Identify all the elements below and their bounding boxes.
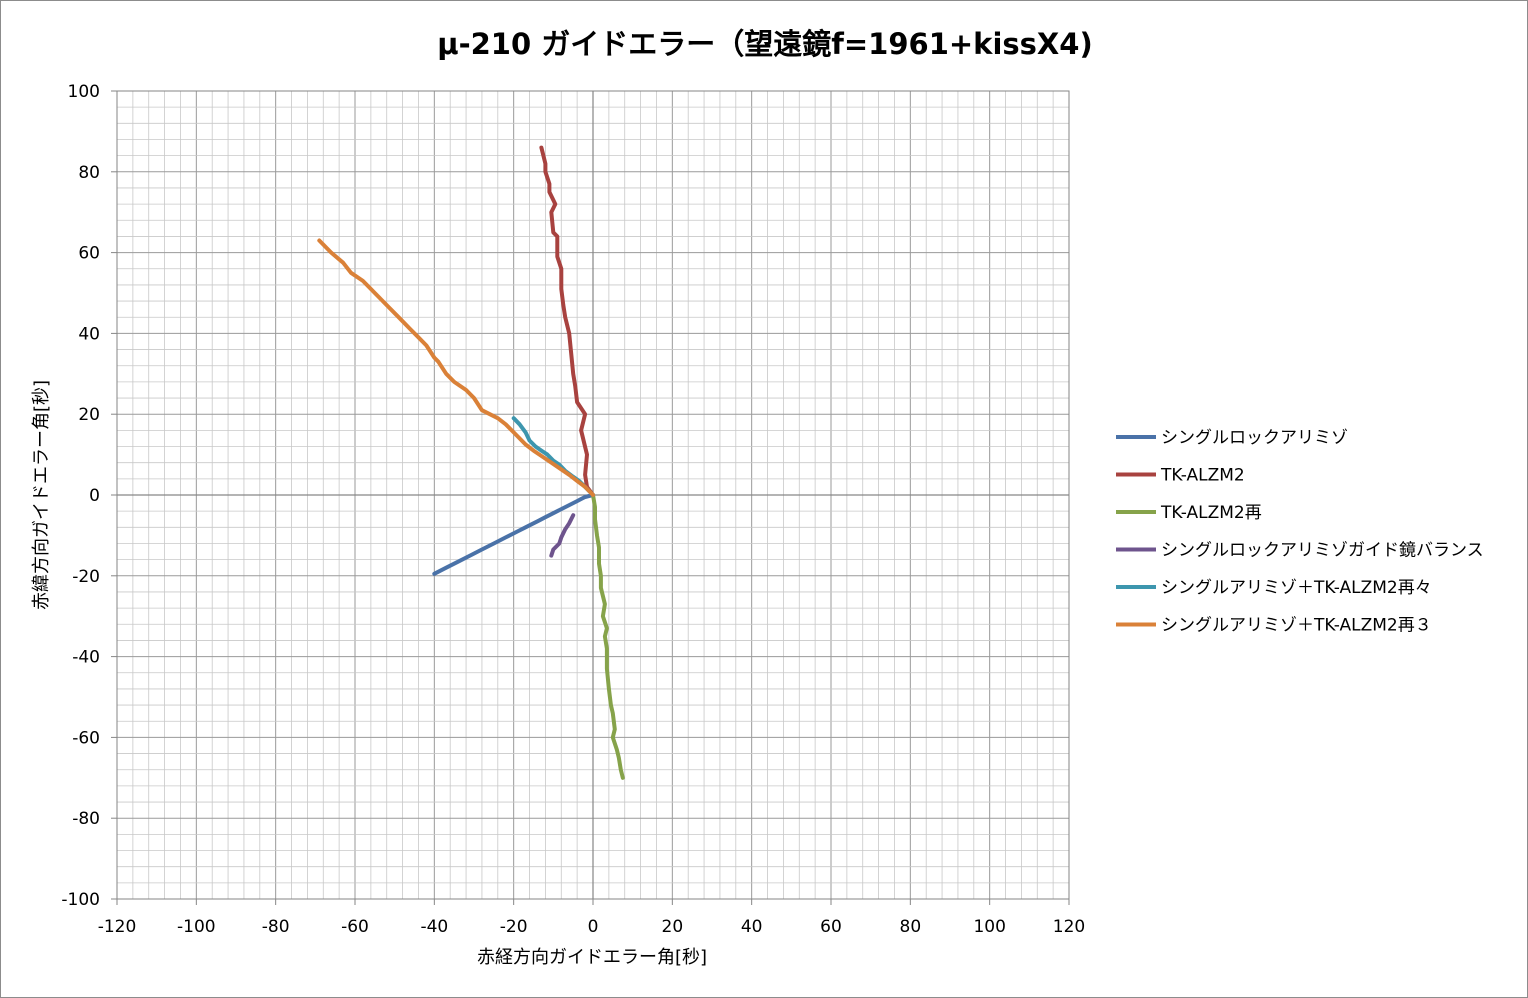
y-tick-label: -60 <box>72 728 100 748</box>
x-tick-label: 20 <box>662 917 684 937</box>
y-tick-label: 100 <box>68 82 100 102</box>
y-tick-label: 40 <box>78 324 100 344</box>
y-tick-label: -40 <box>72 648 100 668</box>
legend-label-1: シングルロックアリミゾ <box>1161 428 1348 448</box>
x-tick-label: -60 <box>341 917 369 937</box>
y-axis-title: 赤緯方向ガイドエラー角[秒] <box>31 380 52 610</box>
series-line-6 <box>317 238 595 497</box>
legend-label-5: シングルアリミゾ＋TK-ALZM2再々 <box>1161 578 1432 598</box>
series-line-4 <box>549 513 576 558</box>
x-tick-label: 40 <box>741 917 763 937</box>
legend: シングルロックアリミゾ TK-ALZM2 TK-ALZM2再シングルロックアリミゾガ… <box>1116 428 1484 636</box>
x-tick-label: -80 <box>262 917 290 937</box>
y-tick-label: -80 <box>72 809 100 829</box>
x-tick-label: -100 <box>177 917 216 937</box>
legend-label-4: シングルロックアリミゾガイド鏡バランス <box>1161 541 1484 561</box>
legend-label-2: TK-ALZM2 <box>1160 466 1245 486</box>
y-tick-label: -20 <box>72 567 100 587</box>
y-tick-label: 0 <box>89 486 100 506</box>
x-tick-label: 0 <box>588 917 599 937</box>
series-line-2 <box>539 145 595 497</box>
x-axis-title: 赤経方向ガイドエラー角[秒] <box>477 947 707 968</box>
x-tick-label: 100 <box>973 917 1005 937</box>
x-tick-label: -40 <box>420 917 448 937</box>
y-tick-label: 20 <box>78 405 100 425</box>
chart-title: μ-210 ガイドエラー（望遠鏡f=1961+kissX4) <box>437 27 1092 61</box>
x-tick-label: -120 <box>98 917 137 937</box>
legend-label-6: シングルアリミゾ＋TK-ALZM2再３ <box>1161 616 1432 636</box>
x-tick-label: -20 <box>500 917 528 937</box>
tick-labels: -120 -100 -80 -60 -40 -20 0 20 40 60 80 100 120 100 80… <box>61 82 1085 937</box>
y-tick-label: -100 <box>61 890 100 910</box>
y-tick-label: 60 <box>78 244 100 264</box>
x-tick-label: 80 <box>900 917 922 937</box>
series-line-3 <box>591 493 625 780</box>
axes <box>111 90 1070 905</box>
series-line-1 <box>432 493 595 576</box>
y-tick-label: 80 <box>78 163 100 183</box>
legend-label-3: TK-ALZM2再 <box>1160 503 1262 523</box>
x-tick-label: 120 <box>1053 917 1085 937</box>
x-tick-label: 60 <box>820 917 842 937</box>
series-lines <box>317 145 625 780</box>
